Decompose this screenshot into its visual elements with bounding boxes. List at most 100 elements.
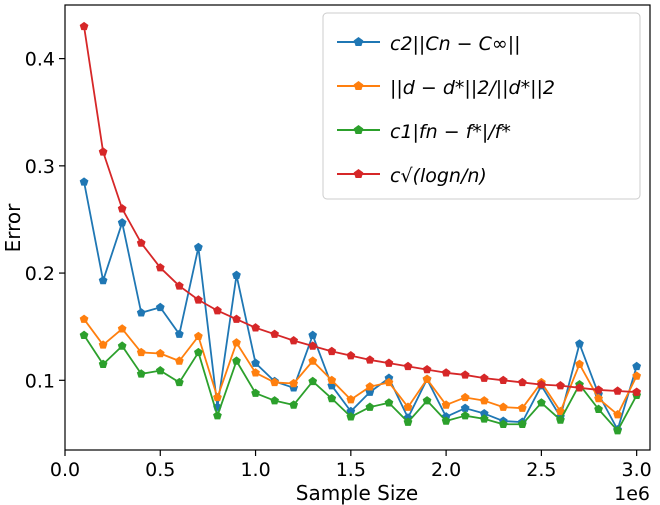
data-point-series-2 [479,414,489,423]
data-point-series-3 [308,341,318,350]
data-point-series-2 [232,356,241,365]
data-point-series-3 [98,147,108,156]
data-point-series-1 [422,374,432,383]
data-point-series-3 [594,385,603,394]
legend-label-series-3: c√(logn/n) [390,165,487,187]
data-point-series-2 [498,419,508,428]
data-point-series-2 [422,396,432,405]
data-point-series-3 [136,238,146,247]
x-tick-label: 2.0 [431,459,461,481]
data-point-series-1 [232,338,241,347]
x-tick-label: 1.0 [240,459,270,481]
data-point-series-0 [79,177,89,186]
data-point-series-1 [498,402,508,411]
data-point-series-0 [308,330,318,339]
data-point-series-0 [174,329,184,338]
y-tick-label: 0.3 [25,156,55,178]
data-point-series-3 [346,351,356,360]
data-point-series-2 [270,396,279,405]
data-point-series-0 [136,308,146,317]
data-point-series-3 [575,383,584,392]
data-point-series-3 [441,368,451,377]
legend: c2||Cn − C∞|| ||d − d*||2/||d*||2 c1|fn … [322,12,641,200]
data-point-series-2 [441,416,451,425]
data-point-series-3 [632,387,642,396]
legend-marker-series-3 [353,169,364,178]
data-point-series-3 [422,364,432,374]
data-point-series-0 [194,242,203,252]
data-point-series-1 [289,378,299,388]
data-point-series-0 [251,358,260,367]
data-point-series-3 [117,204,127,213]
data-point-series-1 [384,377,394,387]
data-point-series-2 [251,388,260,397]
data-point-series-3 [251,323,260,332]
series-layer [79,21,642,435]
data-point-series-3 [460,370,470,379]
data-point-series-1 [517,403,527,412]
data-point-series-1 [460,392,470,402]
data-point-series-3 [479,373,489,382]
data-point-series-2 [613,426,622,435]
data-point-series-3 [232,314,241,323]
data-point-series-3 [498,375,508,385]
y-tick-label: 0.4 [25,49,55,71]
data-point-series-1 [308,356,318,365]
data-point-series-1 [441,400,451,409]
legend-marker-series-0 [353,37,364,46]
data-point-series-0 [117,218,127,227]
data-point-series-2 [79,330,89,339]
data-point-series-2 [594,404,603,413]
data-point-series-2 [460,411,470,420]
data-point-series-2 [556,415,565,424]
data-point-series-3 [613,386,622,395]
data-point-series-1 [346,395,356,404]
data-point-series-2 [365,402,375,411]
data-point-series-0 [575,339,584,348]
data-point-series-1 [213,392,222,402]
x-tick-label: 0.0 [50,459,80,481]
data-point-series-1 [117,324,127,333]
data-point-series-1 [575,359,584,368]
data-point-series-2 [384,398,394,407]
data-point-series-3 [289,336,299,345]
data-point-series-3 [194,295,203,304]
data-point-series-2 [289,400,299,409]
legend-marker-series-2 [353,125,364,134]
data-point-series-3 [517,377,527,387]
x-tick-label: 2.5 [526,459,556,481]
legend-frame [322,12,641,200]
data-point-series-1 [403,402,413,411]
x-axis-label: Sample Size [296,481,418,505]
data-point-series-0 [98,275,108,285]
data-point-series-1 [270,377,279,387]
legend-label-series-2: c1|fn − f*|/f* [390,121,511,143]
series-3 [79,21,642,396]
data-point-series-2 [308,376,318,386]
data-point-series-3 [174,281,184,290]
data-point-series-1 [79,314,89,323]
data-point-series-2 [537,398,546,407]
data-point-series-1 [174,356,184,365]
data-point-series-3 [213,306,222,315]
data-point-series-3 [327,346,337,356]
data-point-series-3 [384,358,394,367]
x-axis: 0.0 0.5 1.0 1.5 2.0 2.5 3.0 [50,450,652,481]
data-point-series-2 [403,417,413,426]
series-line-0 [83,181,638,431]
data-point-series-1 [365,382,375,391]
legend-label-series-0: c2||Cn − C∞|| [390,33,521,55]
series-1 [79,314,642,419]
series-2 [79,330,642,435]
x-tick-label: 1.5 [336,459,366,481]
data-point-series-2 [136,369,146,378]
data-point-series-2 [98,359,108,368]
data-point-series-3 [403,361,413,371]
data-point-series-0 [232,270,241,279]
data-point-series-1 [251,368,260,377]
data-point-series-2 [117,341,127,350]
y-tick-label: 0.2 [25,263,55,285]
legend-marker-series-1 [353,81,364,90]
data-point-series-2 [517,419,527,428]
